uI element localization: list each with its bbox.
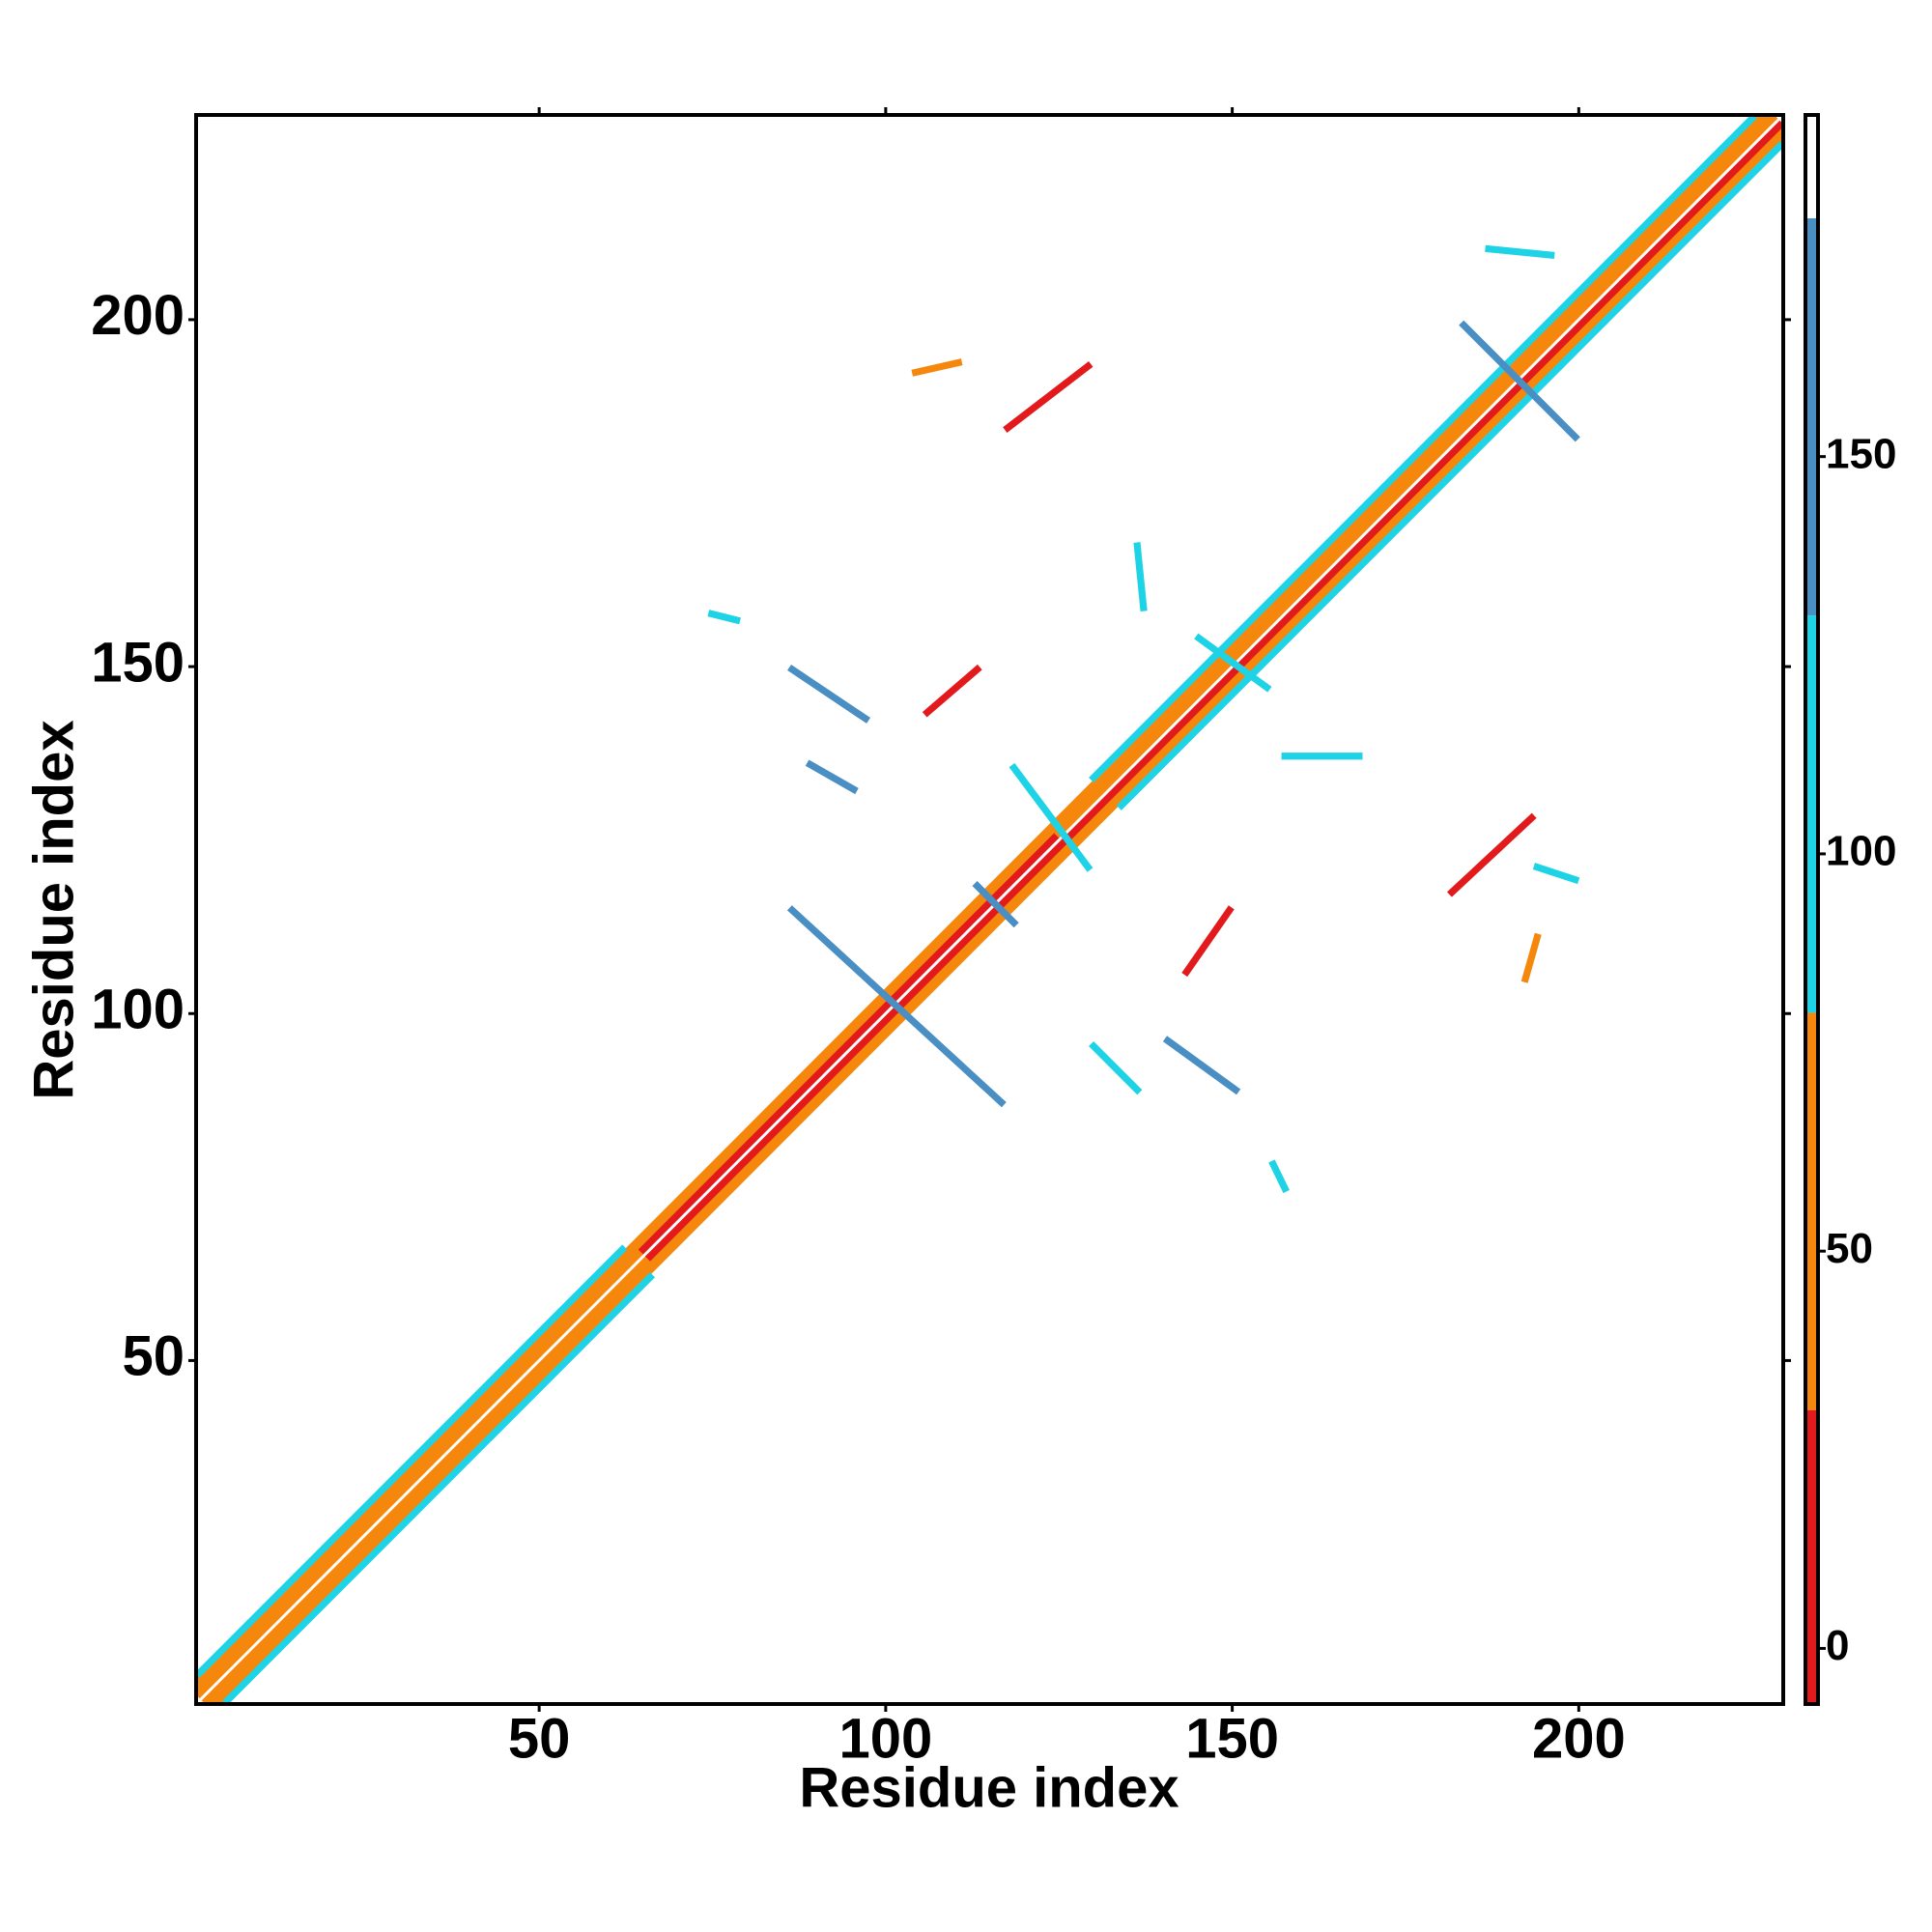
contact-segment (787, 664, 871, 724)
x-tick-label: 100 (838, 1707, 932, 1770)
contact-segment (1133, 542, 1148, 611)
contact-segment (1089, 113, 1757, 783)
contact-segment (922, 664, 982, 718)
colorbar-bin (1805, 217, 1818, 616)
y-tick-label: 50 (122, 1325, 185, 1388)
x-tick-label: 150 (1185, 1707, 1279, 1770)
contact-segment (1459, 320, 1580, 442)
contact-segment (786, 905, 1007, 1108)
contact-segment (1116, 141, 1785, 810)
contact-segment (1268, 1159, 1290, 1194)
x-tick-label: 50 (508, 1707, 571, 1770)
contact-segment (1194, 633, 1272, 693)
contact-segment (1003, 361, 1094, 434)
contact-segment (194, 113, 1772, 1692)
contact-segment (638, 828, 1065, 1255)
contact-segment (911, 358, 963, 377)
colorbar-tick-label: 0 (1826, 1622, 1849, 1669)
contact-segment (1446, 812, 1537, 897)
contact-segment (644, 835, 1071, 1262)
contact-segment (222, 1272, 656, 1706)
colorbar-bin (1805, 115, 1818, 218)
y-tick-label: 150 (91, 631, 185, 694)
colorbar-bin (1805, 615, 1818, 1013)
y-axis-title: Residue index (22, 720, 85, 1099)
plot-frame (194, 113, 1785, 1706)
contact-segment (194, 113, 1764, 1685)
contact-segment (1162, 1036, 1241, 1095)
contact-segment (805, 759, 859, 795)
y-tick-label: 200 (91, 284, 185, 347)
contact-segment (208, 127, 1785, 1706)
x-axis-title: Residue index (799, 1756, 1179, 1819)
colorbar-tick-label: 100 (1826, 828, 1896, 875)
contact-segment (1054, 113, 1778, 838)
contact-segment (194, 1244, 648, 1699)
colorbar-bin (1805, 1409, 1818, 1704)
contact-segment (972, 881, 1019, 928)
contact-segment (707, 610, 741, 625)
colorbar-bin (1805, 1012, 1818, 1410)
contact-segment (1009, 762, 1094, 872)
y-tick-label: 100 (91, 979, 185, 1041)
contact-segment (1089, 1040, 1143, 1095)
contact-segment (194, 1244, 628, 1678)
x-tick-label: 200 (1532, 1707, 1626, 1770)
contact-segment (1520, 932, 1542, 983)
contact-segment (1061, 120, 1785, 845)
colorbar-frame (1804, 113, 1820, 1706)
contact-segment (1532, 863, 1580, 885)
contact-segment (215, 134, 1785, 1706)
contact-segment (201, 1251, 656, 1706)
contact-segment (1485, 244, 1555, 260)
colorbar-tick-label: 150 (1826, 430, 1896, 477)
contact-segment (1181, 905, 1235, 978)
colorbar-tick-label: 50 (1826, 1225, 1873, 1272)
